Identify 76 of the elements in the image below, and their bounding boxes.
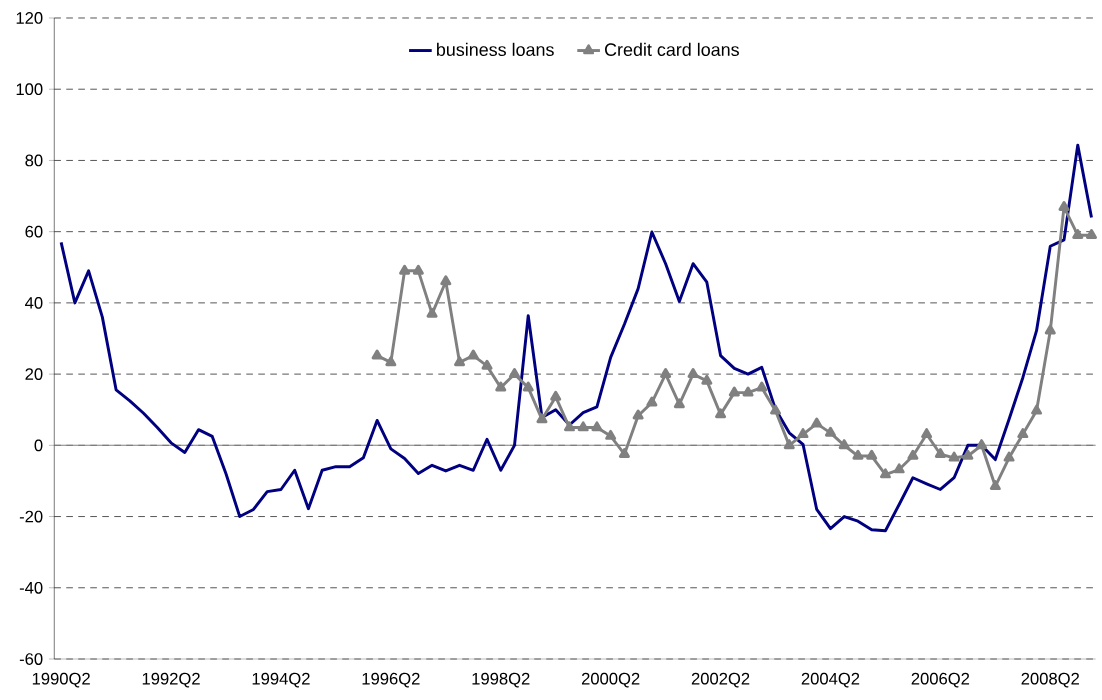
- point: [412, 264, 424, 275]
- point: [618, 448, 630, 459]
- point: [371, 349, 383, 360]
- point: [852, 449, 864, 460]
- point: [454, 356, 466, 367]
- y-tick-label: -60: [19, 653, 43, 665]
- point: [893, 463, 905, 474]
- y-tick-label: -20: [19, 510, 43, 523]
- point: [563, 421, 575, 432]
- point: [673, 398, 685, 409]
- x-tick-label: 1998Q2: [472, 672, 530, 688]
- point: [1085, 229, 1098, 240]
- point: [1003, 451, 1015, 462]
- point: [591, 421, 603, 432]
- point: [976, 439, 988, 450]
- legend-label: business loans: [437, 42, 554, 56]
- y-tick-label: 40: [25, 297, 43, 309]
- y-tick-label: 0: [34, 439, 43, 452]
- point: [797, 428, 809, 439]
- y-tick-label: 120: [16, 12, 43, 24]
- x-tick-label: 1990Q2: [32, 672, 90, 688]
- x-tick-label: 2006Q2: [911, 672, 970, 688]
- x-tick-label: 1992Q2: [142, 672, 200, 688]
- legend-label: Credit card loans: [604, 42, 739, 56]
- x-tick-label: 2000Q2: [581, 672, 640, 688]
- point: [467, 349, 479, 360]
- point: [879, 468, 891, 479]
- point: [495, 381, 507, 392]
- point: [605, 429, 617, 440]
- point: [1058, 200, 1070, 211]
- y-tick-label: 80: [25, 154, 43, 167]
- point: [660, 367, 672, 378]
- point: [701, 374, 713, 385]
- point: [783, 439, 795, 450]
- line-series: [59, 143, 1093, 533]
- x-tick-label: 2004Q2: [801, 672, 860, 688]
- y-tick-label: 60: [25, 225, 43, 238]
- point: [481, 359, 493, 370]
- point: [934, 448, 946, 459]
- point: [646, 396, 658, 407]
- point: [508, 367, 521, 378]
- point: [522, 381, 534, 392]
- point: [921, 428, 933, 439]
- point: [728, 386, 740, 397]
- point: [399, 264, 411, 275]
- point: [811, 417, 823, 428]
- point: [1031, 404, 1043, 415]
- point: [838, 439, 850, 450]
- y-tick-label: -40: [19, 581, 43, 594]
- x-tick-label: 2008Q2: [1021, 672, 1079, 688]
- point: [536, 413, 548, 424]
- point: [770, 404, 782, 415]
- point: [742, 386, 754, 397]
- point: [1017, 428, 1029, 439]
- x-tick-label: 2002Q2: [691, 672, 750, 688]
- point: [385, 356, 397, 367]
- point: [756, 381, 768, 392]
- point: [440, 275, 452, 286]
- point: [715, 408, 727, 419]
- x-tick-label: 1994Q2: [252, 672, 310, 688]
- point: [632, 409, 644, 420]
- point: [687, 367, 699, 378]
- point: [989, 480, 1001, 491]
- point: [577, 421, 589, 432]
- y-tick-label: 100: [16, 83, 43, 96]
- point: [866, 449, 878, 460]
- x-tick-label: 1996Q2: [362, 672, 420, 688]
- point: [824, 426, 836, 437]
- point: [1072, 229, 1084, 240]
- point: [550, 390, 562, 401]
- point: [948, 451, 960, 462]
- point: [1044, 324, 1056, 335]
- y-tick-label: 20: [25, 368, 43, 380]
- point: [962, 449, 974, 460]
- point: [426, 307, 438, 318]
- point: [907, 449, 919, 460]
